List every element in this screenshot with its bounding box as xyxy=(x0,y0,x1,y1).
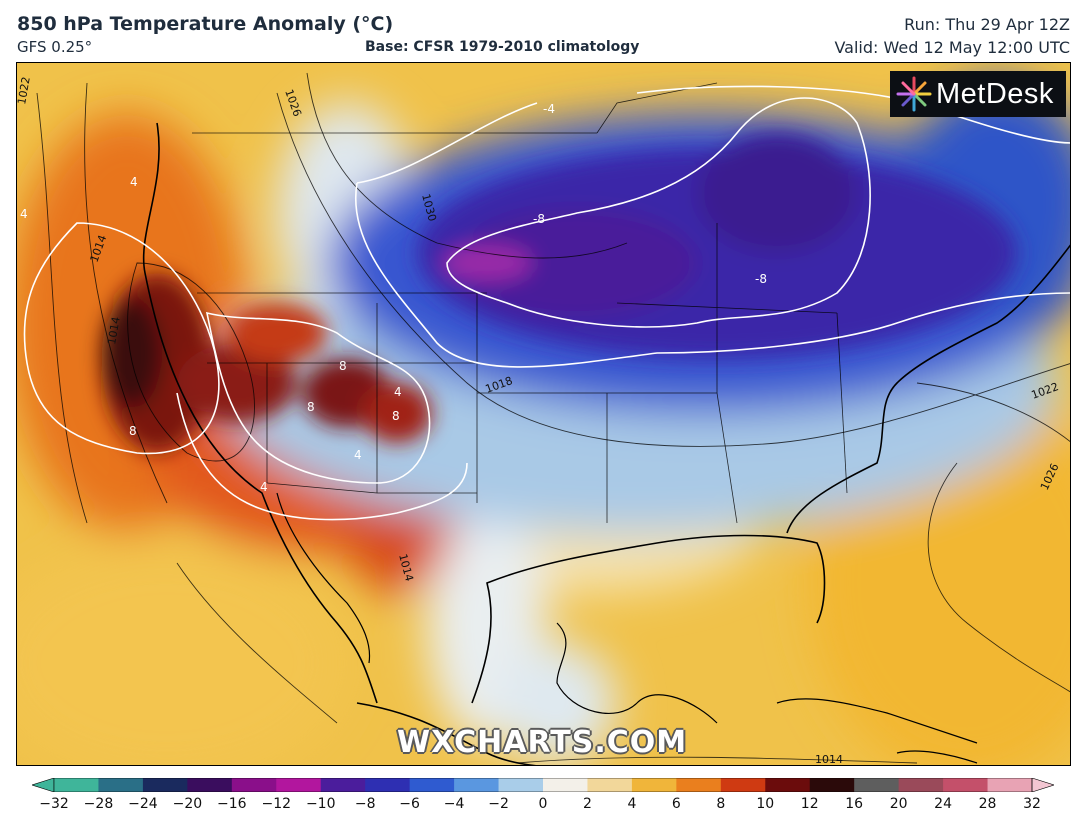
colorbar-segment xyxy=(498,778,544,792)
isobar-label: 1014 xyxy=(105,316,123,346)
colorbar-segment xyxy=(54,778,99,792)
logo-text: MetDesk xyxy=(936,77,1054,110)
colorbar-tick-label: 24 xyxy=(934,796,952,812)
colorbar-tick-label: −32 xyxy=(39,796,69,812)
map-canvas: -4 -8 -8 4 4 8 8 8 8 4 4 4 1022 1026 103… xyxy=(17,63,1070,766)
model-label: GFS 0.25° xyxy=(17,38,93,56)
colorbar-tick-label: 20 xyxy=(889,796,908,812)
colorbar-max-arrow xyxy=(1031,778,1054,792)
colorbar-segment xyxy=(854,778,900,792)
colorbar-segment xyxy=(631,778,677,792)
colorbar-tick-label: 0 xyxy=(538,796,548,812)
watermark: WXCHARTS.COM xyxy=(397,725,688,760)
colorbar-segment xyxy=(187,778,233,792)
colorbar-tick-label: −12 xyxy=(261,796,292,812)
anomaly-contours xyxy=(23,85,1070,521)
colorbar-tick-label: −16 xyxy=(217,796,247,812)
colorbar-tick-label: 2 xyxy=(582,796,592,812)
colorbar-segment xyxy=(720,778,766,792)
colorbar-tick-label: 12 xyxy=(800,796,819,812)
colorbar-segment xyxy=(543,778,588,792)
colorbar-tick-label: 8 xyxy=(716,796,726,812)
colorbar-segment xyxy=(676,778,722,792)
colorbar-segment xyxy=(231,778,277,792)
colorbar-segment xyxy=(765,778,811,792)
colorbar-min-arrow xyxy=(32,778,55,792)
anomaly-label: 4 xyxy=(260,480,268,494)
anomaly-label: 8 xyxy=(307,400,315,414)
colorbar xyxy=(32,778,1054,792)
colorbar-segment xyxy=(809,778,855,792)
colorbar-labels: −32 −28 −24 −20 −16 −12 −10 −8 −6 −4 −2 0 2 4 6 8 10 12 16… xyxy=(0,796,1088,818)
colorbar-tick-label: −28 xyxy=(83,796,114,812)
metdesk-logo: MetDesk xyxy=(890,71,1066,117)
anomaly-label: 8 xyxy=(392,409,400,423)
colorbar-tick-label: 28 xyxy=(978,796,997,812)
colorbar-segment xyxy=(276,778,322,792)
isobar-label: 1014 xyxy=(815,753,843,766)
anomaly-label: -8 xyxy=(533,212,545,226)
colorbar-tick-label: −10 xyxy=(305,796,336,812)
colorbar-tick-label: 4 xyxy=(627,796,637,812)
anomaly-label: 8 xyxy=(129,424,137,438)
colorbar-segment xyxy=(98,778,144,792)
isobar-label: 1022 xyxy=(17,76,33,106)
anomaly-label: 4 xyxy=(20,207,28,221)
colorbar-frame xyxy=(53,778,1033,792)
colorbar-tick-label: 6 xyxy=(671,796,681,812)
anomaly-labels: -4 -8 -8 4 4 8 8 8 8 4 4 4 xyxy=(20,102,767,494)
colorbar-segment xyxy=(320,778,366,792)
anomaly-label: 4 xyxy=(394,385,402,399)
colorbar-segment xyxy=(898,778,944,792)
colorbar-segment xyxy=(454,778,500,792)
colorbar-segment xyxy=(987,778,1033,792)
colorbar-tick-label: −6 xyxy=(399,796,420,812)
colorbar-segment xyxy=(142,778,188,792)
anomaly-label: 4 xyxy=(130,175,138,189)
colorbar-segment xyxy=(365,778,411,792)
anomaly-label: 4 xyxy=(354,448,362,462)
anomaly-map[interactable]: -4 -8 -8 4 4 8 8 8 8 4 4 4 1022 1026 103… xyxy=(16,62,1071,766)
climatology-base-label: Base: CFSR 1979-2010 climatology xyxy=(365,39,640,55)
state-borders xyxy=(192,82,848,524)
anomaly-label: -8 xyxy=(755,272,767,286)
colorbar-tick-label: 16 xyxy=(845,796,864,812)
colorbar-tick-label: 10 xyxy=(756,796,775,812)
coastlines xyxy=(142,122,1070,765)
colorbar-segment xyxy=(409,778,455,792)
colorbar-tick-label: −4 xyxy=(443,796,465,812)
colorbar-tick-label: −24 xyxy=(128,796,158,812)
chart-title: 850 hPa Temperature Anomaly (°C) xyxy=(17,13,394,35)
colorbar-segment xyxy=(587,778,633,792)
starburst-logo-icon xyxy=(896,76,932,112)
anomaly-label: 8 xyxy=(339,359,347,373)
anomaly-label: -4 xyxy=(543,102,555,116)
valid-time-label: Valid: Wed 12 May 12:00 UTC xyxy=(834,38,1070,57)
isobars xyxy=(36,72,1070,764)
colorbar-segment xyxy=(943,778,989,792)
colorbar-tick-label: 32 xyxy=(1023,796,1041,812)
run-time-label: Run: Thu 29 Apr 12Z xyxy=(904,15,1070,34)
colorbar-tick-label: −20 xyxy=(172,796,203,812)
colorbar-tick-label: −8 xyxy=(354,796,376,812)
colorbar-tick-label: −2 xyxy=(488,796,509,812)
